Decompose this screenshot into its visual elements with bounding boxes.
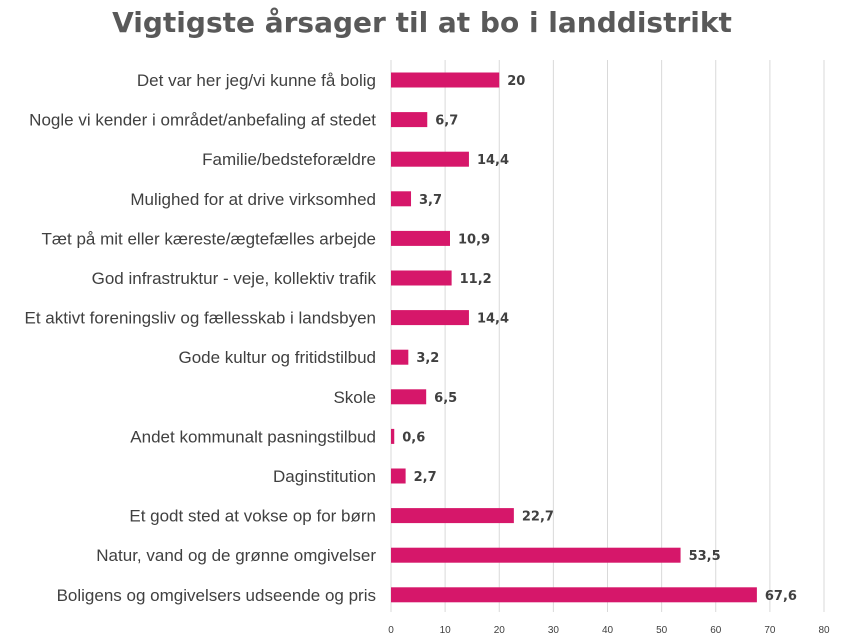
x-tick-label: 30 (548, 625, 560, 636)
value-label: 53,5 (689, 549, 721, 564)
category-label: Det var her jeg/vi kunne få bolig (137, 71, 376, 90)
x-tick-label: 80 (818, 625, 830, 636)
bars (391, 72, 757, 603)
bar (391, 508, 514, 524)
bar (391, 270, 452, 286)
category-label: God infrastruktur - veje, kollektiv traf… (92, 269, 377, 288)
value-label: 6,5 (434, 391, 457, 406)
x-tick-label: 50 (656, 625, 668, 636)
value-label: 11,2 (460, 272, 492, 287)
bar (391, 349, 409, 365)
gridlines (390, 60, 825, 612)
category-label: Natur, vand og de grønne omgivelser (96, 546, 376, 565)
bar (391, 230, 450, 246)
value-label: 22,7 (522, 510, 554, 525)
category-label: Et godt sted at vokse op for børn (129, 507, 376, 526)
value-label: 2,7 (414, 470, 437, 485)
value-label: 14,4 (477, 153, 509, 168)
bar (391, 587, 757, 603)
bar (391, 389, 427, 405)
category-label: Andet kommunalt pasningstilbud (130, 427, 376, 446)
x-tick-label: 70 (764, 625, 776, 636)
category-label: Familie/bedsteforældre (202, 150, 376, 169)
bar (391, 191, 412, 207)
value-label: 10,9 (458, 232, 490, 247)
category-label: Skole (333, 388, 376, 407)
bar (391, 547, 681, 563)
value-label: 3,7 (419, 193, 442, 208)
category-labels: Det var her jeg/vi kunne få bolig Nogle v… (24, 71, 376, 605)
value-label: 14,4 (477, 312, 509, 327)
bar (391, 151, 469, 167)
x-tick-label: 20 (494, 625, 506, 636)
category-label: Daginstitution (273, 467, 376, 486)
x-tick-label: 10 (440, 625, 452, 636)
bar (391, 310, 469, 326)
value-label: 3,2 (416, 351, 439, 366)
x-tick-label: 60 (710, 625, 722, 636)
x-axis-ticks: 0 10 20 30 40 50 60 70 80 (388, 625, 830, 636)
x-tick-label: 0 (388, 625, 394, 636)
value-labels: 20 6,7 14,4 3,7 10,9 11,2 14,4 3,2 6,5 0,6 2,7 22,7… (402, 74, 797, 604)
bar (391, 468, 406, 484)
value-label: 6,7 (435, 114, 458, 129)
bar (391, 428, 395, 444)
chart-title: Vigtigste årsager til at bo i landdistri… (112, 6, 732, 39)
category-label: Et aktivt foreningsliv og fællesskab i l… (24, 309, 376, 328)
category-label: Gode kultur og fritidstilbud (179, 348, 377, 367)
bar (391, 112, 428, 128)
bar (391, 72, 500, 88)
value-label: 20 (507, 74, 525, 89)
category-label: Mulighed for at drive virksomhed (130, 190, 376, 209)
x-tick-label: 40 (602, 625, 614, 636)
category-label: Boligens og omgivelsers udseende og pris (57, 586, 376, 605)
value-label: 67,6 (765, 589, 797, 604)
value-label: 0,6 (402, 430, 425, 445)
category-label: Nogle vi kender i området/anbefaling af … (29, 111, 376, 130)
category-label: Tæt på mit eller kæreste/ægtefælles arbe… (42, 229, 376, 248)
